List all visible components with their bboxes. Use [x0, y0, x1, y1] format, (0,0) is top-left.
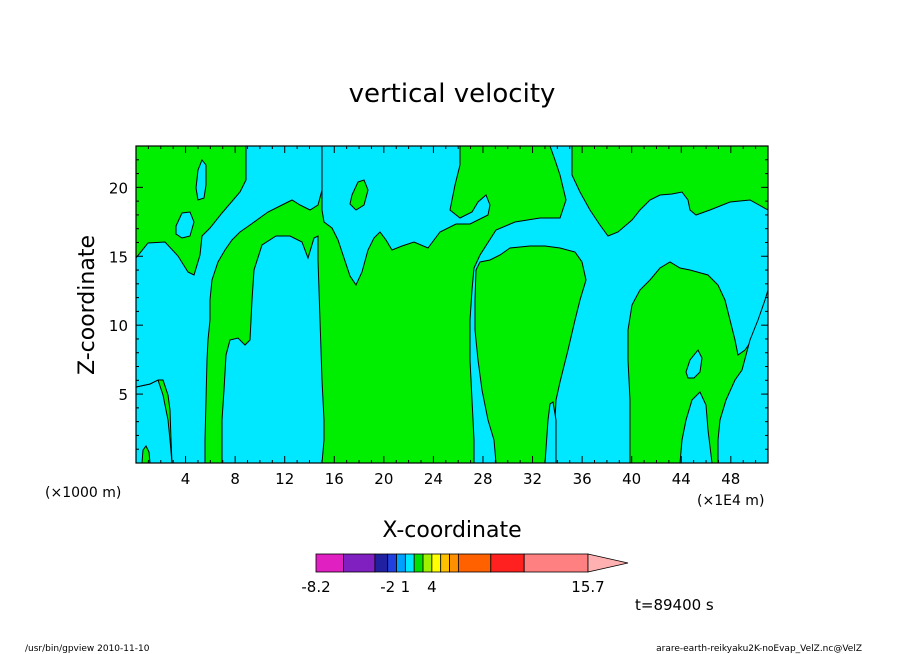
- colorbar-segment: [374, 553, 389, 573]
- negative-region: [685, 349, 703, 379]
- negative-region: [221, 235, 325, 464]
- x-tick-label: 12: [275, 470, 294, 488]
- colorbar-segment: [404, 553, 415, 573]
- x-tick-label: 24: [424, 470, 443, 488]
- colorbar-label: -8.2: [301, 578, 330, 596]
- colorbar: [315, 553, 629, 573]
- colorbar-segment: [422, 553, 433, 573]
- time-label: t=89400 s: [635, 596, 714, 614]
- colorbar-segment: [490, 553, 525, 573]
- colorbar-segment: [343, 553, 376, 573]
- y-tick-label: 15: [109, 248, 128, 266]
- y-tick-label: 5: [118, 386, 128, 404]
- colorbar-segment: [315, 553, 344, 573]
- negative-region: [679, 391, 713, 464]
- x-tick-label: 4: [181, 470, 191, 488]
- plot-area: [135, 145, 769, 464]
- y-tick-label: 10: [109, 317, 128, 335]
- colorbar-labels: -8.2 -2 1 4 15.7: [301, 578, 604, 596]
- x-tick-label: 36: [573, 470, 592, 488]
- colorbar-label: 4: [427, 578, 437, 596]
- footer-left: /usr/bin/gpview 2010-11-10: [25, 644, 150, 654]
- y-tick-label: 20: [109, 179, 128, 197]
- y-axis-label: Z-coordinate: [75, 235, 100, 375]
- footer-right: arare-earth-reikyaku2K-noEvap_VelZ.nc@Ve…: [656, 644, 862, 654]
- x-tick-label: 28: [473, 470, 492, 488]
- colorbar-segment: [440, 553, 450, 573]
- negative-region: [135, 145, 323, 464]
- x-tick-label: 16: [325, 470, 344, 488]
- x-unit-label: (×1000 m): [45, 485, 121, 501]
- x-axis: 4 8 12 16 20 24 28 32 36 40 44 48: [147, 146, 757, 488]
- colorbar-segment: [396, 553, 406, 573]
- x-unit-label-right: (×1E4 m): [697, 493, 764, 509]
- positive-region: [349, 179, 369, 211]
- colorbar-segment: [413, 553, 424, 573]
- colorbar-label: 15.7: [571, 578, 604, 596]
- x-tick-label: 44: [672, 470, 691, 488]
- colorbar-segment: [431, 553, 442, 573]
- x-tick-label: 48: [721, 470, 740, 488]
- x-tick-label: 40: [622, 470, 641, 488]
- chart-title: vertical velocity: [349, 79, 556, 109]
- plot-frame: [135, 145, 769, 464]
- x-axis-label: X-coordinate: [382, 518, 521, 543]
- colorbar-arrow: [587, 553, 629, 573]
- colorbar-label: 1: [401, 578, 411, 596]
- y-axis: 5 10 15 20: [109, 159, 768, 450]
- negative-region: [469, 145, 769, 464]
- negative-region: [195, 159, 207, 201]
- x-tick-label: 8: [230, 470, 240, 488]
- x-tick-label: 32: [523, 470, 542, 488]
- colorbar-segment: [523, 553, 589, 573]
- colorbar-segment: [387, 553, 397, 573]
- colorbar-segment: [457, 553, 492, 573]
- x-tick-label: 20: [374, 470, 393, 488]
- colorbar-segment: [449, 553, 459, 573]
- colorbar-label: -2: [380, 578, 395, 596]
- negative-region: [175, 211, 195, 239]
